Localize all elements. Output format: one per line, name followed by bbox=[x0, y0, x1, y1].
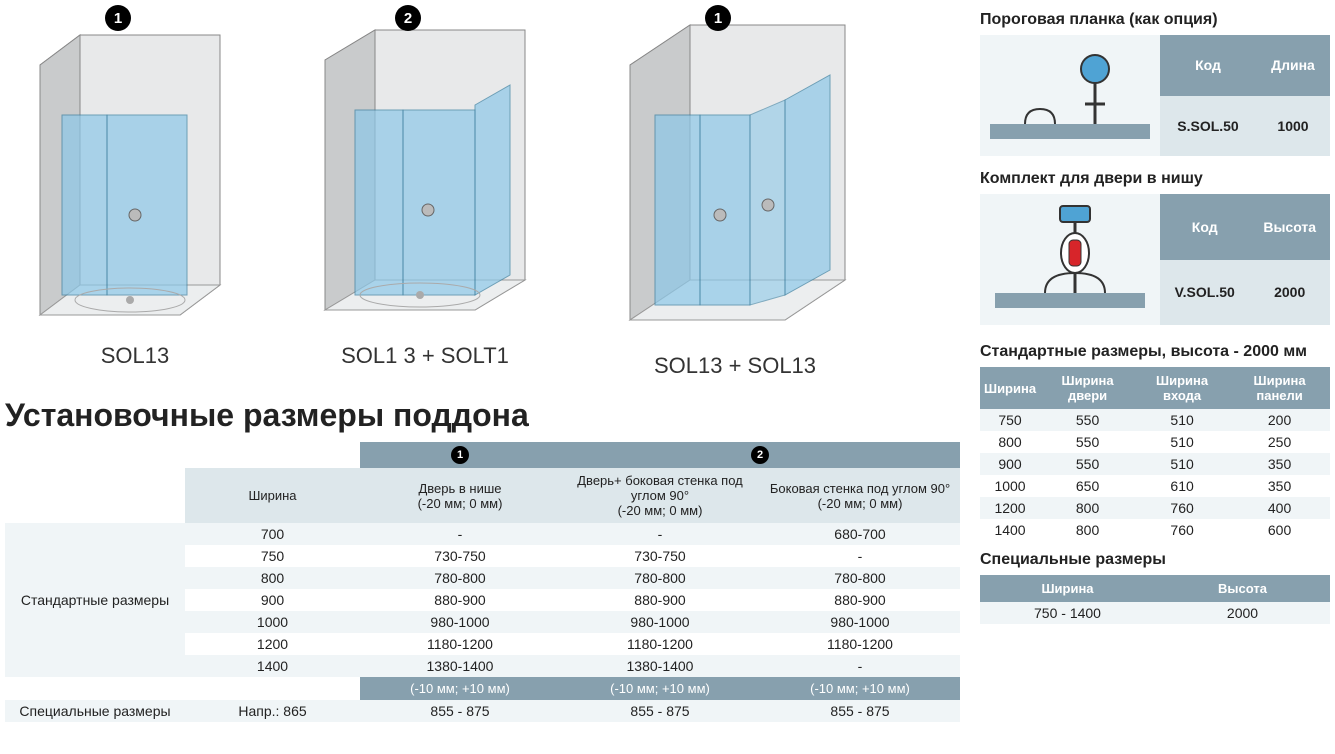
niche-h: 2000 bbox=[1249, 260, 1330, 326]
diagram-label-3: SOL13 + SOL13 bbox=[585, 353, 885, 379]
niche-h-hdr: Высота bbox=[1249, 194, 1330, 260]
col-door-side: Дверь+ боковая стенка под углом 90° (-20… bbox=[560, 468, 760, 523]
diagram-badge-3: 1 bbox=[705, 5, 731, 31]
threshold-code-hdr: Код bbox=[1160, 35, 1256, 96]
left-column: 1 SOL13 bbox=[5, 5, 960, 722]
right-column: Пороговая планка (как опция) Код Длина S… bbox=[980, 5, 1330, 722]
header-badge-1: 1 bbox=[451, 446, 469, 464]
std-sizes-label: Стандартные размеры bbox=[5, 523, 185, 677]
threshold-code: S.SOL.50 bbox=[1160, 96, 1256, 157]
diagram-svg-1 bbox=[20, 5, 250, 335]
niche-title: Комплект для двери в нишу bbox=[980, 170, 1330, 188]
threshold-title: Пороговая планка (как опция) bbox=[980, 11, 1330, 29]
col-door-niche: Дверь в нише (-20 мм; 0 мм) bbox=[360, 468, 560, 523]
std-table: Ширина Ширина двери Ширина входа Ширина … bbox=[980, 367, 1330, 541]
page-root: 1 SOL13 bbox=[5, 5, 1330, 722]
diagram-label-1: SOL13 bbox=[5, 343, 265, 369]
spec-title: Специальные размеры bbox=[980, 551, 1330, 569]
col-width: Ширина bbox=[185, 468, 360, 523]
threshold-len: 1000 bbox=[1256, 96, 1330, 157]
spec-table: Ширина Высота 750 - 1400 2000 bbox=[980, 575, 1330, 624]
diagram-badge-1: 1 bbox=[105, 5, 131, 31]
threshold-table: Код Длина S.SOL.50 1000 bbox=[980, 35, 1330, 156]
diagrams-row: 1 SOL13 bbox=[5, 5, 960, 379]
main-table-subheader: Ширина Дверь в нише (-20 мм; 0 мм) Дверь… bbox=[5, 468, 960, 523]
niche-code: V.SOL.50 bbox=[1160, 260, 1249, 326]
niche-code-hdr: Код bbox=[1160, 194, 1249, 260]
niche-icon-cell bbox=[980, 194, 1160, 325]
diagram-2: 2 SOL1 3 + SOLT1 bbox=[285, 5, 565, 369]
std-title: Стандартные размеры, высота - 2000 мм bbox=[980, 343, 1330, 361]
diagram-1: 1 SOL13 bbox=[5, 5, 265, 369]
diagram-badge-2: 2 bbox=[395, 5, 421, 31]
col-side: Боковая стенка под углом 90° (-20 мм; 0 … bbox=[760, 468, 960, 523]
threshold-len-hdr: Длина bbox=[1256, 35, 1330, 96]
main-table: 1 2 Ширина Дверь в нише (-20 мм; 0 мм) Д… bbox=[5, 442, 960, 722]
threshold-icon-cell bbox=[980, 35, 1160, 156]
diagram-label-2: SOL1 3 + SOLT1 bbox=[285, 343, 565, 369]
threshold-icon bbox=[985, 39, 1155, 149]
tolerance-row: (-10 мм; +10 мм) (-10 мм; +10 мм) (-10 м… bbox=[5, 677, 960, 700]
main-title: Установочные размеры поддона bbox=[5, 397, 960, 434]
diagram-svg-3 bbox=[600, 5, 870, 345]
diagram-svg-2 bbox=[300, 5, 550, 335]
header-badge-2: 2 bbox=[751, 446, 769, 464]
main-table-top-header: 1 2 bbox=[5, 442, 960, 468]
niche-icon bbox=[985, 198, 1155, 318]
niche-table: Код Высота V.SOL.50 2000 bbox=[980, 194, 1330, 325]
diagram-3: 1 SOL13 + SOL13 bbox=[585, 5, 885, 379]
special-row: Специальные размеры Напр.: 865 855 - 875… bbox=[5, 700, 960, 722]
